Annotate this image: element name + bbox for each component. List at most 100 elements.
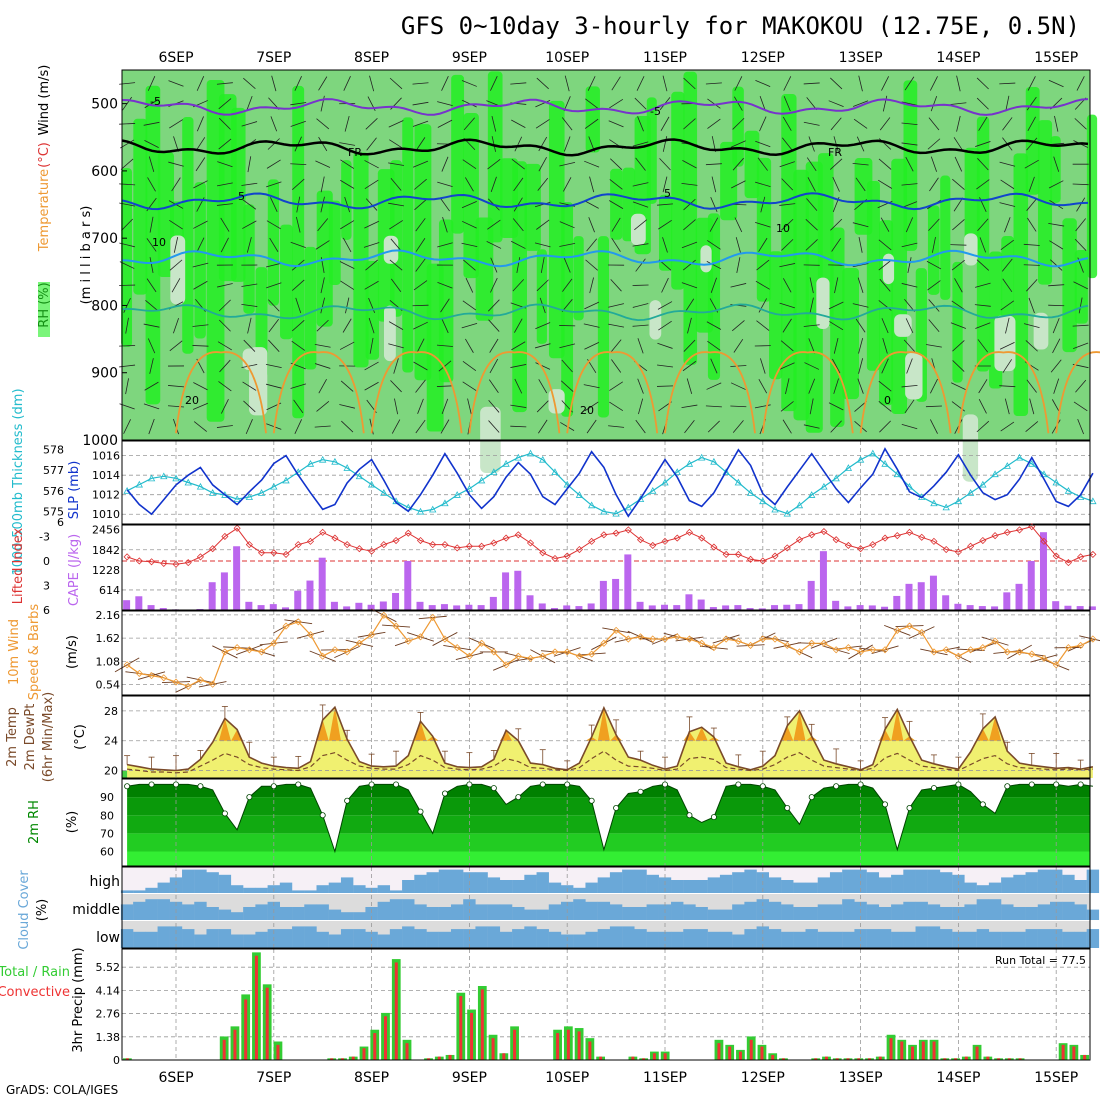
lifted-index-marker — [319, 528, 327, 536]
rh-marker — [393, 781, 400, 788]
rh-moist-column — [243, 204, 255, 314]
rh-moist-column — [585, 86, 600, 153]
wind-barb — [785, 378, 790, 395]
relative-humidity-panel: 60 70 80 90 2m RH (%) — [27, 778, 1093, 867]
wind-barb — [343, 76, 351, 91]
wind-barb — [1028, 176, 1035, 193]
wind-barb — [195, 137, 206, 151]
thickness-label: 1000-500mb Thickness (dm) — [11, 388, 26, 575]
wind-barb — [954, 156, 963, 172]
wind-barb — [1000, 239, 1014, 250]
wind-barb — [436, 344, 453, 347]
lifted-index-marker — [355, 545, 363, 553]
wind-barb — [143, 121, 160, 126]
thickness-marker — [135, 480, 143, 488]
wind-speed-marker — [771, 635, 779, 643]
wind-barb — [610, 158, 623, 170]
cloud-bar — [1086, 929, 1100, 948]
wind-barb — [755, 140, 771, 148]
wind-barb — [803, 324, 820, 327]
thickness-marker — [233, 495, 241, 502]
cloud-bar — [805, 929, 818, 948]
cloud-bar — [1013, 874, 1026, 893]
rh-marker — [270, 783, 277, 790]
date-tick-label: 13SEP — [839, 1070, 883, 1086]
wind-speed-marker — [221, 648, 229, 656]
wind-barb — [929, 177, 939, 192]
wind-barb — [290, 102, 307, 106]
wind-barb — [561, 117, 573, 131]
wind-barb — [1023, 264, 1040, 266]
cloud-bar — [976, 929, 990, 948]
wind-barb — [491, 115, 497, 132]
rh-dry-patch — [649, 300, 662, 340]
cloud-bar — [548, 931, 562, 948]
cape-bar — [758, 608, 766, 610]
wind-barb — [412, 160, 429, 168]
wind-barb — [437, 101, 453, 107]
wind-barb — [489, 358, 499, 374]
wind-barb — [755, 221, 771, 228]
lifted-index-marker — [1015, 526, 1024, 534]
wind-barb — [559, 221, 575, 229]
wind-speed-marker — [551, 648, 559, 656]
wind-barb — [340, 380, 354, 392]
wind-barb — [904, 399, 915, 414]
lifted-index-marker — [258, 549, 266, 557]
wind-barb — [978, 379, 988, 394]
cloud-bar — [891, 904, 904, 920]
wind-barb — [779, 263, 796, 268]
precip-convective-bar — [824, 1056, 828, 1060]
wind-barb — [903, 339, 916, 353]
wind-barb — [1048, 304, 1065, 307]
cloud-bar — [646, 931, 659, 948]
lifted-index-marker — [465, 542, 473, 550]
cape-bar — [282, 607, 290, 610]
wind-barb — [730, 405, 747, 408]
wind-speed-marker — [710, 644, 718, 652]
wind-barb — [364, 160, 379, 169]
lifted-index-marker — [612, 529, 620, 537]
wind-barb — [462, 300, 477, 311]
wind-barb — [759, 116, 767, 132]
wind-barb — [389, 139, 404, 149]
temperature-peak — [597, 707, 610, 741]
wind-barb — [316, 118, 330, 130]
wind-barb — [858, 236, 863, 253]
wind-barb — [364, 381, 379, 391]
wind-barb — [855, 177, 866, 192]
wind-barb — [852, 162, 869, 166]
wind-barb — [583, 323, 600, 328]
wind-barb — [437, 119, 453, 128]
wind-barb — [415, 258, 426, 272]
wind-barb — [928, 299, 940, 312]
wind-barb — [121, 218, 133, 231]
thickness-marker — [416, 507, 425, 515]
thickness-marker — [954, 497, 963, 505]
wind-barb — [608, 425, 625, 428]
rh-tick-label: 90 — [100, 791, 114, 804]
wind-barb — [265, 363, 282, 369]
thickness-marker — [380, 489, 388, 496]
thickness-marker — [881, 459, 889, 467]
wind-barb — [829, 321, 844, 331]
cape-bar — [465, 604, 473, 610]
wind-barb — [290, 163, 307, 166]
wind-barb — [290, 120, 306, 127]
wind-speed-marker — [930, 648, 938, 656]
wind-speed-panel: 0.54 1.08 1.62 2.16 10m Wind Speed & Barbs (m/… — [7, 604, 1100, 700]
rh-moist-column — [267, 179, 280, 306]
wind-barb — [436, 385, 453, 387]
thickness-marker — [1028, 459, 1036, 467]
wind-speed-marker — [331, 646, 339, 654]
cloud-bar — [597, 877, 611, 893]
cloud-bar — [145, 899, 158, 920]
cape-bar — [306, 580, 314, 610]
cloud-bar — [157, 882, 170, 893]
lifted-index-marker — [795, 536, 804, 544]
wind-barb — [589, 176, 595, 193]
wind-barb — [906, 358, 913, 374]
cape-bar — [135, 596, 143, 610]
cloud-cover-label: Cloud Cover — [17, 870, 32, 950]
thickness-marker — [771, 505, 779, 513]
